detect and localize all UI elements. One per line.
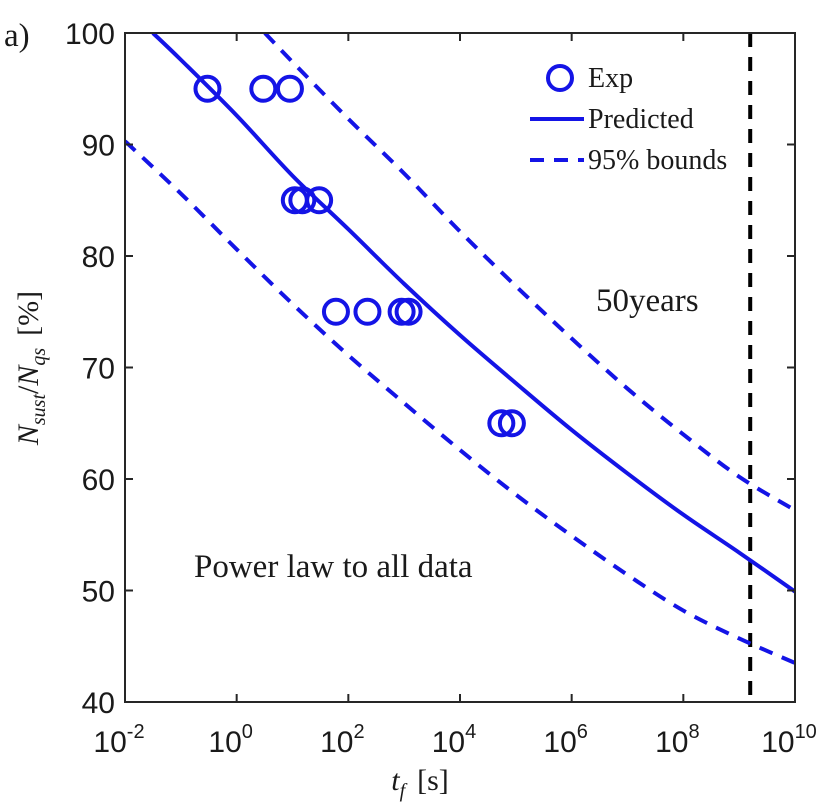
data-point-exp-5: [305, 186, 334, 215]
plot-background: [125, 33, 795, 702]
x-tick-exp-6: 10: [795, 721, 817, 743]
x-tick-label-0: 10-2: [93, 721, 144, 759]
svg-text:Nsust/Nqs[%]: Nsust/Nqs[%]: [12, 291, 50, 446]
x-tick-base-0: 10: [93, 726, 126, 759]
y-tick-label-1: 50: [82, 576, 115, 609]
x-tick-base-6: 10: [761, 726, 794, 759]
y-label-unit: [%]: [12, 291, 45, 336]
x-label-main: t: [391, 764, 400, 797]
y-tick-label-4: 80: [82, 241, 115, 274]
x-tick-exp-5: 8: [688, 721, 699, 743]
plot-area: [125, 33, 795, 702]
x-tick-exp-2: 2: [353, 721, 364, 743]
y-label-slash: /: [12, 385, 45, 394]
legend-label-bounds: 95% bounds: [588, 145, 727, 176]
x-tick-label-4: 106: [543, 721, 588, 759]
x-tick-base-2: 10: [320, 726, 353, 759]
x-tick-base-1: 10: [208, 726, 241, 759]
y-label-den-sub: qs: [28, 348, 50, 366]
x-tick-label-3: 104: [432, 721, 477, 759]
series-line-95-bounds-lower-3: [125, 139, 795, 665]
x-tick-base-4: 10: [543, 726, 576, 759]
panel-label: a): [4, 18, 30, 54]
x-tick-exp-3: 4: [465, 721, 476, 743]
x-tick-base-3: 10: [432, 726, 465, 759]
data-point-exp-2: [275, 74, 304, 103]
data-point-exp-10: [487, 409, 516, 438]
y-tick-label-6: 100: [65, 18, 115, 51]
series-line-95-bounds-2: [263, 33, 795, 512]
y-label-den: N: [12, 364, 45, 387]
x-tick-label-2: 102: [320, 721, 365, 759]
data-point-exp-6: [321, 297, 350, 326]
data-point-exp-1: [249, 74, 278, 103]
x-axis-label: tf [s]: [391, 764, 449, 802]
y-tick-label-0: 40: [82, 687, 115, 720]
x-tick-base-5: 10: [655, 726, 688, 759]
series-line-predicted-1: [151, 33, 795, 594]
legend-label-exp: Exp: [588, 63, 633, 94]
x-label-sub: f: [400, 780, 408, 802]
x-tick-label-5: 108: [655, 721, 700, 759]
x-tick-exp-4: 6: [577, 721, 588, 743]
y-label-num-sub: sust: [28, 394, 50, 426]
x-tick-label-6: 1010: [761, 721, 817, 759]
plot-clip-group: [125, 33, 795, 702]
vline-label: 50years: [596, 283, 699, 319]
data-point-exp-0: [193, 74, 222, 103]
data-point-exp-9: [394, 297, 423, 326]
y-tick-label-2: 60: [82, 464, 115, 497]
y-axis-label: Nsust/Nqs[%]: [12, 291, 50, 446]
data-point-exp-7: [353, 297, 382, 326]
x-label-unit: [s]: [417, 764, 449, 797]
series-layer: [125, 33, 795, 702]
y-label-num: N: [12, 423, 45, 446]
legend-label-predicted: Predicted: [588, 104, 694, 135]
x-tick-label-1: 100: [208, 721, 253, 759]
y-tick-label-3: 70: [82, 353, 115, 386]
y-tick-label-5: 90: [82, 130, 115, 163]
legend-marker-exp: [546, 64, 574, 92]
x-tick-exp-1: 0: [242, 721, 253, 743]
annotations: 50years Power law to all data: [194, 283, 699, 585]
svg-text:tf[s]: tf [s]: [391, 764, 449, 802]
data-point-exp-11: [497, 409, 526, 438]
annotation-text: Power law to all data: [194, 549, 473, 585]
x-tick-exp-0: -2: [127, 721, 145, 743]
legend: Exp Predicted 95% bounds: [530, 63, 727, 176]
